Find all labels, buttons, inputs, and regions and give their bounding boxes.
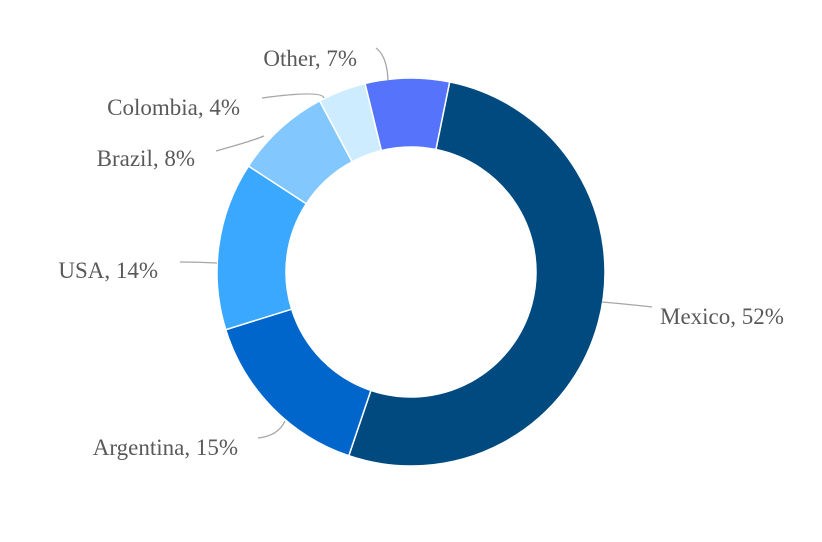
leader-line-mexico — [601, 301, 653, 308]
leader-line-argentina — [257, 420, 286, 439]
slice-label-brazil: Brazil, 8% — [97, 146, 195, 171]
slice-label-colombia: Colombia, 4% — [107, 95, 240, 120]
slice-argentina — [224, 308, 372, 457]
leader-line-usa — [179, 261, 218, 264]
slice-labels: Mexico, 52% Argentina, 15% USA, 14% Braz… — [58, 46, 784, 460]
slice-label-argentina: Argentina, 15% — [93, 435, 238, 460]
slice-label-mexico: Mexico, 52% — [660, 304, 784, 329]
slice-mexico — [347, 81, 606, 467]
slice-other — [364, 77, 451, 152]
leader-line-colombia — [261, 93, 325, 99]
slice-label-other: Other, 7% — [263, 46, 357, 71]
leader-line-brazil — [215, 135, 265, 152]
slice-label-usa: USA, 14% — [58, 258, 158, 283]
leader-line-other — [375, 47, 389, 81]
leader-lines — [179, 47, 653, 439]
donut-slices — [216, 77, 606, 467]
